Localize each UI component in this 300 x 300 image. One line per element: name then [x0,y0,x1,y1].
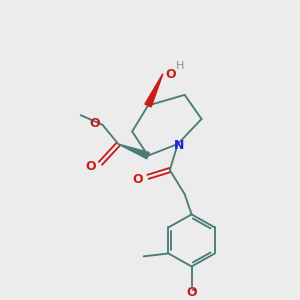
Text: O: O [132,173,143,186]
Text: O: O [86,160,97,173]
Text: H: H [176,61,184,71]
Text: N: N [173,139,184,152]
Text: O: O [166,68,176,81]
Polygon shape [118,144,149,159]
Text: O: O [186,286,197,299]
Text: O: O [90,117,101,130]
Polygon shape [145,74,163,107]
